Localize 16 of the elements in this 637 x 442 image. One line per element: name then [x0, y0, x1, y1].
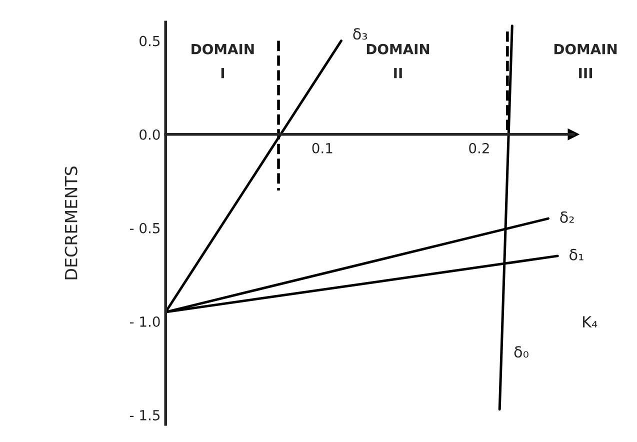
x-axis-title: K₄ [583, 316, 598, 328]
y-tick-label: - 0.5 [130, 222, 160, 234]
y-tick-label: - 1.5 [130, 410, 160, 420]
x-tick-label: 0.1 [312, 142, 332, 154]
annotation: DOMAIN I [192, 44, 254, 78]
series-label: δ₁ [570, 248, 584, 260]
y-axis-title: DECREMENTS [64, 166, 78, 280]
y-tick-label: - 1.0 [130, 316, 160, 327]
x-tick-label: 0.2 [469, 142, 489, 154]
annotation: DOMAIN II [366, 44, 430, 78]
y-tick-label: 0.0 [140, 129, 160, 140]
series-label: δ₀ [514, 346, 528, 358]
y-tick-label: 0.5 [140, 36, 160, 46]
series-label: δ₂ [560, 211, 574, 223]
annotation: DOMAIN III [554, 44, 617, 78]
series-label: δ₃ [353, 28, 368, 40]
